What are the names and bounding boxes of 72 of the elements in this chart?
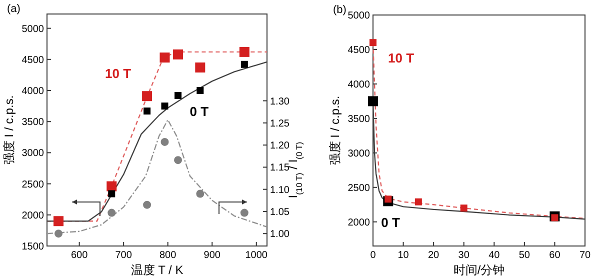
point <box>195 62 206 72</box>
series-label: 0 T <box>381 215 400 230</box>
y2-tick-label: 1.00 <box>270 229 290 240</box>
y-tick-label: 5000 <box>348 10 370 22</box>
x-tick-label: 1000 <box>245 250 268 261</box>
point <box>160 52 170 63</box>
x-tick-label: 70 <box>579 250 591 261</box>
y2-tick-label: 1.10 <box>270 184 290 196</box>
x-tick-label: 40 <box>488 250 500 261</box>
x-tick-label: 60 <box>549 250 561 261</box>
x-tick-label: 30 <box>458 250 470 261</box>
point <box>174 92 182 99</box>
text: (a) <box>7 3 20 15</box>
series-label: 10 T <box>388 50 414 66</box>
point <box>143 200 152 209</box>
y-tick-label: 4500 <box>22 54 44 66</box>
point <box>370 39 376 46</box>
y-tick-label: 2000 <box>348 217 370 228</box>
x-tick-label: 50 <box>518 250 530 261</box>
point <box>368 96 378 106</box>
y-tick-label: 5000 <box>22 24 44 35</box>
y2-tick-label: 1.05 <box>270 206 290 218</box>
x-tick-label: 900 <box>204 250 221 261</box>
series-label: 0 T <box>190 104 209 120</box>
y2-tick-label: 1.25 <box>270 118 290 130</box>
point <box>240 60 248 68</box>
y-tick-label: 2500 <box>22 179 44 190</box>
point <box>108 190 116 198</box>
point <box>196 190 204 198</box>
point <box>239 46 250 57</box>
point <box>240 208 248 217</box>
point <box>384 196 392 203</box>
text: (b) <box>333 4 346 16</box>
y-tick-label: 1500 <box>22 242 44 252</box>
point <box>161 102 168 110</box>
y2-tick-label: 1.20 <box>270 140 290 152</box>
point <box>196 87 204 94</box>
y-tick-label: 4000 <box>22 86 44 98</box>
y-tick-label: 4500 <box>348 44 370 56</box>
point <box>54 230 63 238</box>
x-tick-label: 600 <box>70 250 88 261</box>
point <box>173 49 184 60</box>
x-tick-label: 0 <box>370 250 376 261</box>
y2-tick-label: 1.15 <box>270 162 290 174</box>
y-axis-title: 强度 I / c.p.s. <box>328 96 342 166</box>
point <box>106 181 117 192</box>
point <box>551 214 558 222</box>
line-series <box>46 119 268 234</box>
point <box>414 198 422 206</box>
y-tick-label: 3500 <box>22 117 44 128</box>
y-axis-title: 强度 I / c.p.s. <box>2 95 16 165</box>
y-tick-label: 3500 <box>348 114 370 125</box>
y2-tick-label: 1.30 <box>270 96 290 108</box>
point <box>54 216 64 226</box>
x-tick-label: 700 <box>115 250 132 261</box>
x-tick-label: 20 <box>428 250 440 261</box>
point <box>174 156 182 164</box>
point <box>142 91 152 102</box>
point <box>160 138 169 146</box>
point <box>144 108 151 115</box>
y-tick-label: 2000 <box>22 210 44 222</box>
y-tick-label: 2500 <box>348 182 370 194</box>
x-tick-label: 10 <box>398 250 410 261</box>
point <box>108 208 116 217</box>
x-axis-title: 时间/分钟 <box>453 263 505 277</box>
series-label: 10 T <box>105 66 132 82</box>
x-axis-title: 温度 T / K <box>130 263 184 277</box>
x-tick-label: 800 <box>160 250 177 261</box>
y-tick-label: 3000 <box>22 148 44 160</box>
y-tick-label: 4000 <box>348 79 370 90</box>
point <box>460 204 468 212</box>
y-tick-label: 3000 <box>348 148 370 160</box>
